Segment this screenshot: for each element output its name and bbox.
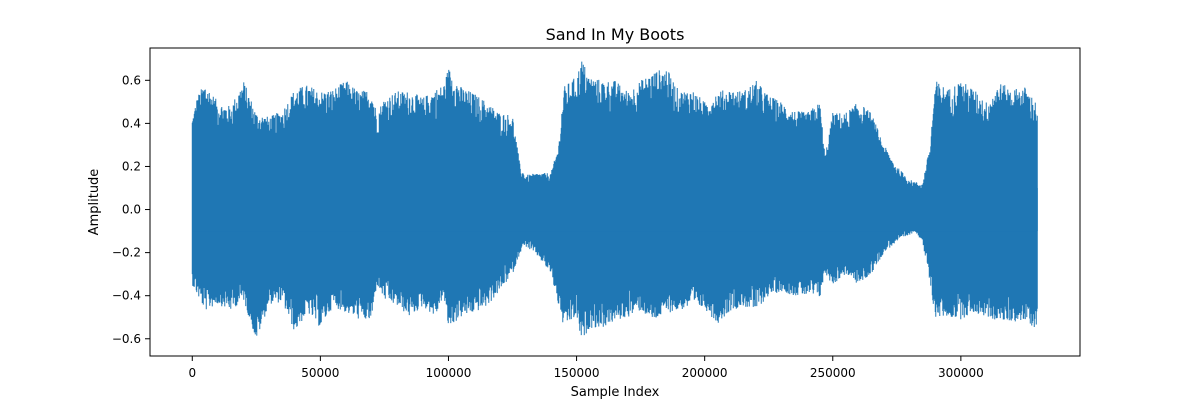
y-tick-label: −0.6: [112, 332, 141, 346]
x-tick-label: 250000: [810, 366, 856, 380]
x-tick-label: 150000: [554, 366, 600, 380]
y-tick-label: 0.2: [122, 159, 141, 173]
waveform-core: [192, 188, 1038, 232]
x-tick-label: 200000: [682, 366, 728, 380]
y-tick-label: −0.4: [112, 289, 141, 303]
y-tick-label: 0.0: [122, 203, 141, 217]
x-tick-label: 0: [188, 366, 196, 380]
plot-area: [191, 61, 1038, 336]
y-axis-label: Amplitude: [87, 169, 102, 236]
x-axis-label: Sample Index: [571, 385, 660, 400]
x-tick-label: 50000: [301, 366, 339, 380]
chart-title: Sand In My Boots: [546, 25, 685, 44]
y-axis: −0.6 −0.4 −0.2 0.0 0.2 0.4 0.6: [112, 73, 150, 346]
plot-frame: [149, 47, 1081, 357]
y-tick-label: 0.6: [122, 73, 141, 87]
x-tick-label: 100000: [426, 366, 472, 380]
y-tick-label: 0.4: [122, 116, 141, 130]
x-tick-label: 300000: [938, 366, 984, 380]
x-axis: 0 50000 100000 150000 200000 250000 300000: [188, 356, 984, 380]
y-tick-label: −0.2: [112, 246, 141, 260]
